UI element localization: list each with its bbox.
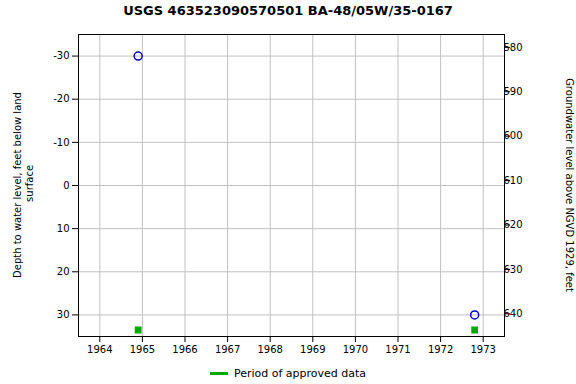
svg-text:-20: -20 <box>53 93 69 104</box>
svg-text:1966: 1966 <box>172 344 197 355</box>
svg-text:630: 630 <box>503 264 522 275</box>
svg-text:-10: -10 <box>53 137 69 148</box>
svg-text:1971: 1971 <box>385 344 410 355</box>
html-text:Period of approved data: Period of approved data <box>233 366 367 380</box>
svg-text:600: 600 <box>503 130 522 141</box>
svg-text:0: 0 <box>63 180 69 191</box>
svg-text:590: 590 <box>503 86 522 97</box>
svg-text:1970: 1970 <box>343 344 368 355</box>
svg-text:610: 610 <box>503 175 522 186</box>
svg-text:10: 10 <box>57 223 70 234</box>
svg-text:1973: 1973 <box>470 344 495 355</box>
svg-text:1972: 1972 <box>428 344 453 355</box>
svg-text:Depth to water level, feet bel: Depth to water level, feet below land su… <box>12 92 35 278</box>
svg-text:1967: 1967 <box>215 344 240 355</box>
svg-text:30: 30 <box>57 309 70 320</box>
svg-text:1965: 1965 <box>130 344 155 355</box>
svg-text:20: 20 <box>57 266 70 277</box>
svg-text:-30: -30 <box>53 50 69 61</box>
svg-text:640: 640 <box>503 308 522 319</box>
svg-text:580: 580 <box>503 42 522 53</box>
html-text:USGS 463523090570501 BA-48/05W: USGS 463523090570501 BA-48/05W/35-0167 <box>123 3 453 18</box>
svg-text:1969: 1969 <box>300 344 325 355</box>
svg-text:Groundwater level above NGVD 1: Groundwater level above NGVD 1929, feet <box>564 78 575 292</box>
svg-text:620: 620 <box>503 219 522 230</box>
svg-text:1964: 1964 <box>87 344 112 355</box>
svg-text:1968: 1968 <box>257 344 282 355</box>
